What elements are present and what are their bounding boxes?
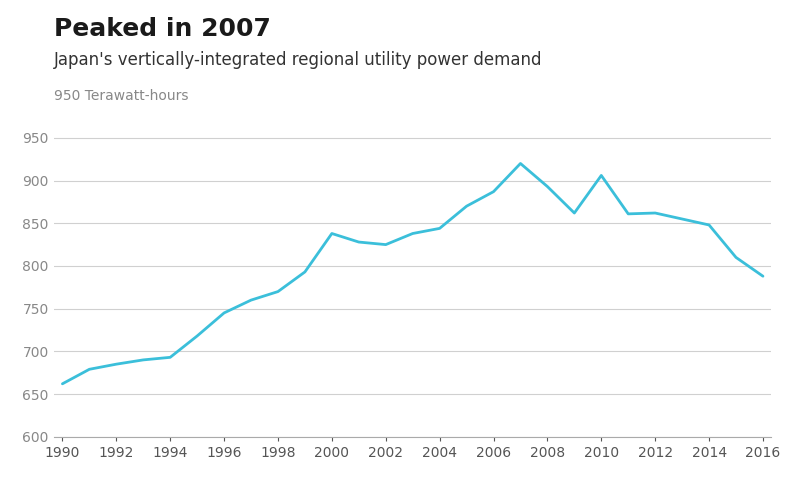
Text: Peaked in 2007: Peaked in 2007 <box>54 17 271 41</box>
Text: 950 Terawatt-hours: 950 Terawatt-hours <box>54 89 189 103</box>
Text: Japan's vertically-integrated regional utility power demand: Japan's vertically-integrated regional u… <box>54 51 543 69</box>
